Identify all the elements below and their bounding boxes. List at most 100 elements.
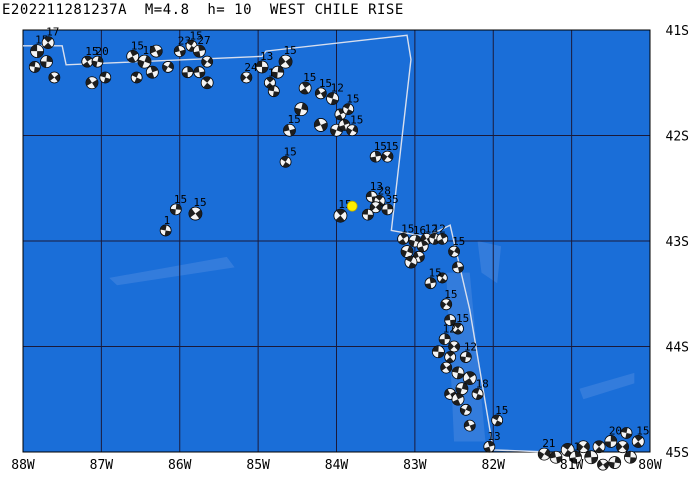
compression-quadrant <box>625 433 632 439</box>
focal-mechanism: 15 <box>333 198 352 223</box>
focal-mechanism <box>99 71 112 84</box>
focal-mechanism <box>549 450 563 464</box>
compression-quadrant <box>452 399 461 406</box>
x-tick-label: 84W <box>325 458 349 473</box>
focal-mechanism: 24 <box>240 61 258 84</box>
focal-mechanism <box>145 65 159 79</box>
focal-mechanism <box>267 85 280 98</box>
compression-quadrant <box>160 224 167 231</box>
compression-quadrant <box>452 262 458 269</box>
compression-quadrant <box>437 238 445 245</box>
compression-quadrant <box>440 300 447 309</box>
compression-quadrant <box>461 382 468 391</box>
compression-quadrant <box>414 235 421 243</box>
focal-mechanism <box>608 456 622 469</box>
compression-quadrant <box>156 48 163 57</box>
compression-quadrant <box>370 203 376 212</box>
depth-label: 18 <box>476 377 489 390</box>
compression-quadrant <box>432 345 439 352</box>
compression-quadrant <box>448 342 455 351</box>
focal-mechanisms: 1517152015152315272413151515151215151515… <box>28 26 649 471</box>
focal-mechanism <box>162 61 174 73</box>
compression-quadrant <box>450 319 456 326</box>
depth-label: 12 <box>331 82 344 95</box>
focal-mechanism <box>444 351 457 363</box>
depth-label: 15 <box>374 140 387 153</box>
focal-mechanism <box>440 361 453 374</box>
focal-mechanism <box>452 261 464 274</box>
focal-mechanism <box>85 76 99 90</box>
compression-quadrant <box>429 233 437 239</box>
compression-quadrant <box>452 366 460 373</box>
focal-mechanism: 15 <box>314 77 332 100</box>
compression-quadrant <box>602 461 609 470</box>
axis-tick-labels: 88W 87W 86W 85W 84W 83W 82W 81W 80W 41S 42S 43S 44S 4… <box>11 24 689 473</box>
compression-quadrant <box>454 342 460 351</box>
depth-label: 15 <box>287 113 300 126</box>
compression-quadrant <box>408 239 415 247</box>
compression-quadrant <box>375 195 384 201</box>
compression-quadrant <box>591 456 598 464</box>
focal-mechanism: 15 <box>491 404 508 427</box>
focal-mechanism <box>193 66 206 79</box>
compression-quadrant <box>84 56 92 62</box>
compression-quadrant <box>150 45 157 54</box>
compression-quadrant <box>82 61 91 68</box>
compression-quadrant <box>446 364 452 373</box>
compression-quadrant <box>381 153 388 161</box>
compression-quadrant <box>193 51 201 58</box>
focal-mechanism: 15 <box>185 29 203 52</box>
ridge-axis <box>23 34 549 453</box>
focal-mechanism <box>624 450 637 464</box>
map-frame <box>22 29 651 453</box>
x-tick-label: 86W <box>168 458 192 473</box>
shallow-feature-2 <box>477 241 502 284</box>
compression-quadrant <box>199 71 205 78</box>
compression-quadrant <box>283 124 290 132</box>
compression-quadrant <box>256 60 263 67</box>
compression-quadrant <box>193 66 200 73</box>
compression-quadrant <box>387 152 393 160</box>
depth-label: 21 <box>542 437 555 450</box>
compression-quadrant <box>164 230 172 236</box>
compression-quadrant <box>429 277 436 284</box>
focal-mechanism <box>130 71 143 84</box>
focal-mechanism <box>404 255 418 269</box>
depth-label: 27 <box>197 34 210 47</box>
compression-quadrant <box>144 55 151 64</box>
depth-label: 12 <box>443 323 456 336</box>
compression-quadrant <box>314 118 321 128</box>
focal-mechanism: 15 <box>169 193 187 216</box>
compression-quadrant <box>544 448 551 458</box>
compression-quadrant <box>594 446 604 453</box>
focal-mechanism <box>620 427 633 439</box>
compression-quadrant <box>387 203 393 210</box>
compression-quadrant <box>100 71 107 78</box>
focal-mechanism: 15 <box>81 45 99 68</box>
compression-quadrant <box>398 238 407 245</box>
depth-label: 15 <box>193 196 206 209</box>
x-tick-label: 83W <box>403 458 427 473</box>
compression-quadrant <box>40 61 47 68</box>
compression-quadrant <box>444 389 451 397</box>
compression-quadrant <box>285 57 293 67</box>
ridge-segment <box>23 34 549 453</box>
compression-quadrant <box>594 440 604 447</box>
compression-quadrant <box>622 442 629 452</box>
compression-quadrant <box>466 371 476 379</box>
focal-mechanism: 13 <box>483 430 501 453</box>
compression-quadrant <box>445 357 454 363</box>
focal-mechanism: 15 <box>448 235 465 258</box>
focal-mechanism <box>592 440 606 454</box>
compression-quadrant <box>400 233 408 239</box>
compression-quadrant <box>465 404 472 412</box>
compression-quadrant <box>549 451 556 459</box>
y-tick-label: 41S <box>666 24 689 39</box>
depth-label: 15 <box>131 39 144 52</box>
focal-mechanism: 23 <box>173 35 191 57</box>
compression-quadrant <box>455 393 464 400</box>
compression-quadrant <box>186 40 195 46</box>
shallow-feature-3 <box>579 372 635 400</box>
focal-mechanism <box>597 458 609 471</box>
compression-quadrant <box>330 98 339 105</box>
